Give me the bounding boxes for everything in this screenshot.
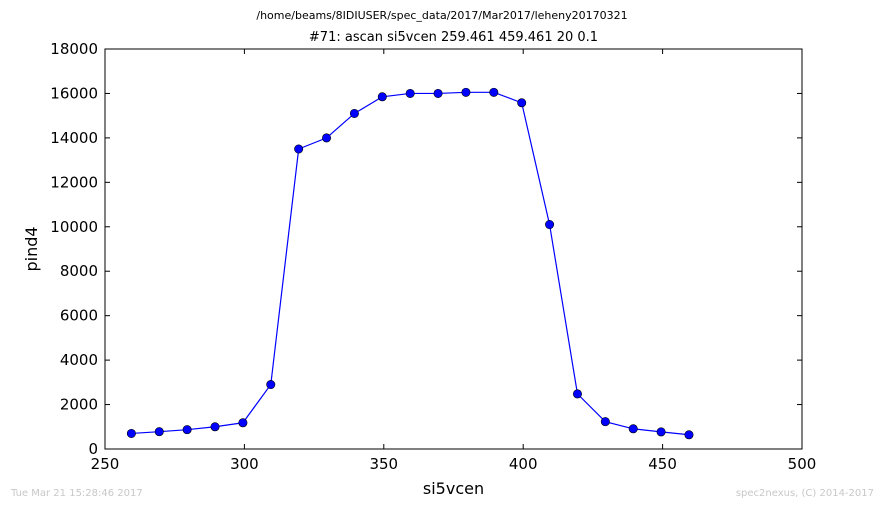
credit-footer: spec2nexus, (C) 2014-2017	[735, 488, 874, 499]
data-point	[377, 92, 387, 102]
y-tick-label: 6000	[60, 307, 98, 325]
y-tick-label: 0	[88, 440, 98, 458]
data-point	[572, 389, 582, 399]
y-tick-label: 18000	[50, 40, 98, 58]
data-point	[349, 108, 359, 118]
data-point	[517, 98, 527, 108]
data-point	[433, 88, 443, 98]
data-point	[210, 422, 220, 432]
x-tick-label: 300	[230, 455, 259, 473]
x-tick-label: 350	[369, 455, 398, 473]
data-point	[489, 87, 499, 97]
data-point	[182, 425, 192, 435]
data-point	[238, 418, 248, 428]
y-axis-label: pind4	[22, 226, 41, 271]
data-point	[656, 427, 666, 437]
x-tick-label: 400	[509, 455, 538, 473]
data-point	[600, 417, 610, 427]
x-tick-label: 450	[648, 455, 677, 473]
file-path-suptitle: /home/beams/8IDIUSER/spec_data/2017/Mar2…	[256, 9, 628, 22]
data-point	[628, 424, 638, 434]
y-tick-label: 4000	[60, 351, 98, 369]
x-tick-label: 500	[788, 455, 817, 473]
y-tick-label: 12000	[50, 173, 98, 191]
axis-labels-layer: 250 300 350 400 450 500 0 2000 4000 6000 8000 10000…	[22, 40, 816, 498]
plot-title: #71: ascan si5vcen 259.461 459.461 20 0.…	[308, 30, 599, 45]
data-point	[461, 87, 471, 97]
data-point	[322, 133, 332, 143]
x-axis-label: si5vcen	[423, 479, 484, 498]
plot-frame	[104, 48, 803, 450]
y-tick-label: 16000	[50, 84, 98, 102]
series-line	[131, 91, 690, 436]
data-point	[684, 430, 694, 440]
y-tick-label: 14000	[50, 129, 98, 147]
x-tick-label: 250	[91, 455, 120, 473]
data-point	[154, 427, 164, 437]
ticks-layer	[104, 48, 803, 450]
data-point	[545, 220, 555, 230]
data-point	[266, 380, 276, 390]
timestamp-footer: Tue Mar 21 15:28:46 2017	[11, 488, 143, 499]
data-point	[405, 88, 415, 98]
y-tick-label: 8000	[60, 262, 98, 280]
y-tick-label: 2000	[60, 396, 98, 414]
data-point	[126, 428, 136, 438]
data-point	[294, 144, 304, 154]
series-layer	[126, 87, 694, 440]
y-tick-label: 10000	[50, 218, 98, 236]
